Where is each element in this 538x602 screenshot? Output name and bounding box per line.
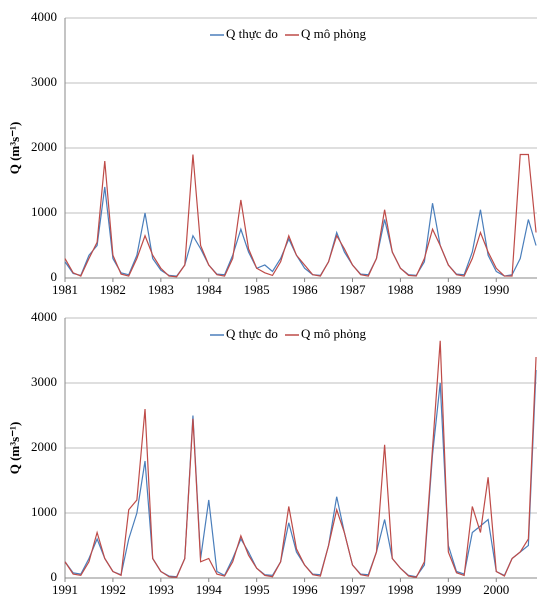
- y-axis-label: Q (m³s⁻¹): [7, 422, 22, 475]
- x-tick-label: 1995: [244, 582, 270, 597]
- x-tick-label: 1991: [52, 582, 78, 597]
- y-tick-label: 0: [51, 269, 58, 284]
- x-tick-label: 1997: [340, 582, 367, 597]
- y-axis-label: Q (m³s⁻¹): [7, 122, 22, 175]
- y-tick-label: 2000: [31, 139, 57, 154]
- x-tick-label: 1998: [387, 582, 413, 597]
- x-tick-label: 1990: [483, 282, 509, 297]
- x-tick-label: 1987: [340, 282, 367, 297]
- y-tick-label: 4000: [31, 309, 57, 324]
- y-tick-label: 3000: [31, 374, 57, 389]
- legend-label: Q mô phỏng: [301, 26, 367, 41]
- x-tick-label: 1984: [196, 282, 223, 297]
- x-tick-label: 1988: [387, 282, 413, 297]
- y-tick-label: 2000: [31, 439, 57, 454]
- x-tick-label: 1982: [100, 282, 126, 297]
- y-tick-label: 1000: [31, 204, 57, 219]
- x-tick-label: 1999: [435, 582, 461, 597]
- x-tick-label: 2000: [483, 582, 509, 597]
- y-tick-label: 1000: [31, 504, 57, 519]
- x-tick-label: 1989: [435, 282, 461, 297]
- series-line: [64, 340, 537, 579]
- x-tick-label: 1981: [52, 282, 78, 297]
- series-line: [64, 186, 537, 277]
- x-tick-label: 1993: [148, 582, 174, 597]
- legend-label: Q thực đo: [226, 26, 278, 41]
- series-line: [64, 369, 537, 578]
- x-tick-label: 1996: [292, 582, 319, 597]
- x-tick-label: 1992: [100, 582, 126, 597]
- y-tick-label: 0: [51, 569, 58, 584]
- x-tick-label: 1994: [196, 582, 223, 597]
- x-tick-label: 1983: [148, 282, 174, 297]
- y-tick-label: 4000: [31, 9, 57, 24]
- x-tick-label: 1986: [292, 282, 319, 297]
- y-tick-label: 3000: [31, 74, 57, 89]
- x-tick-label: 1985: [244, 282, 270, 297]
- legend-label: Q mô phỏng: [301, 326, 367, 341]
- series-line: [64, 153, 537, 278]
- legend-label: Q thực đo: [226, 326, 278, 341]
